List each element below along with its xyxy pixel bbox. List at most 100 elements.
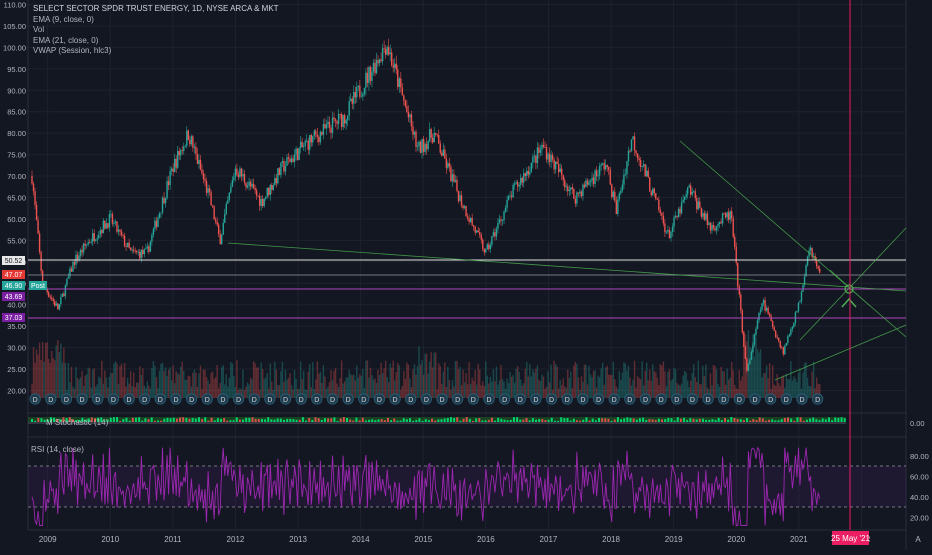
price-axis[interactable]: 110.00 105.00 100.00 95.00 90.00 85.00 80.00 75… xyxy=(3,1,26,396)
candle-body xyxy=(181,150,183,151)
dividend-marker-icon[interactable] xyxy=(780,393,792,405)
dividend-marker-icon[interactable] xyxy=(311,393,323,405)
dividend-marker-icon[interactable] xyxy=(796,393,808,405)
up-arrow-icon[interactable] xyxy=(841,297,857,308)
dividend-marker-icon[interactable] xyxy=(608,393,620,405)
dividend-marker-icon[interactable] xyxy=(420,393,432,405)
price-tick-label: 110.00 xyxy=(4,1,26,10)
dividend-marker-icon[interactable] xyxy=(545,393,558,405)
dividend-marker-icon[interactable] xyxy=(279,393,292,405)
dividend-marker-icon[interactable] xyxy=(201,393,213,405)
symbol-title[interactable]: SELECT SECTOR SPDR TRUST ENERGY, 1D, NYS… xyxy=(33,4,279,13)
dividend-marker-icon[interactable] xyxy=(326,393,339,405)
candle-body xyxy=(541,144,543,150)
dividend-marker-icon[interactable] xyxy=(405,393,417,405)
dividend-marker-icon[interactable] xyxy=(107,393,119,405)
dividend-marker-icon[interactable] xyxy=(186,393,198,405)
candle-body xyxy=(46,288,48,293)
dividend-marker-icon[interactable] xyxy=(389,393,401,405)
dividend-marker-icon[interactable] xyxy=(154,393,166,405)
dividend-marker-icon[interactable] xyxy=(358,393,370,405)
legend-ema9[interactable]: EMA (9, close, 0) xyxy=(33,14,94,24)
dividend-marker-icon[interactable] xyxy=(671,393,683,405)
price-candles[interactable] xyxy=(31,38,821,373)
trendline-long[interactable] xyxy=(227,242,907,292)
chart-legend[interactable]: SELECT SECTOR SPDR TRUST ENERGY, 1D, NYS… xyxy=(33,4,279,57)
volume-bar xyxy=(136,382,138,398)
volume-bar xyxy=(626,370,628,398)
dividend-marker-icon[interactable] xyxy=(718,393,730,405)
dividend-marker-icon[interactable] xyxy=(577,393,589,405)
dividend-marker-icon[interactable] xyxy=(812,393,824,405)
dividend-marker-icon[interactable] xyxy=(60,393,73,405)
stochastic-axis[interactable]: 0.00 xyxy=(910,419,925,428)
dividend-marker-icon[interactable] xyxy=(733,393,745,405)
rsi-axis[interactable]: 80.00 60.00 40.00 20.00 xyxy=(910,452,929,523)
trendline-ascending[interactable] xyxy=(774,324,907,381)
dividend-marker-icon[interactable] xyxy=(655,393,667,405)
dividend-marker-icon[interactable] xyxy=(264,393,276,405)
volume-bar xyxy=(806,377,809,398)
candle-body xyxy=(655,193,657,199)
dividend-marker-icon[interactable] xyxy=(592,393,605,405)
dividend-marker-icon[interactable] xyxy=(499,393,511,405)
dividend-marker-icon[interactable] xyxy=(436,393,448,405)
dividend-marker-icon[interactable] xyxy=(702,393,714,405)
candle-body xyxy=(302,146,305,148)
auto-scale-button[interactable]: A xyxy=(915,535,921,544)
dividend-marker-icon[interactable] xyxy=(749,393,761,405)
legend-ema21[interactable]: EMA (21, close, 0) xyxy=(33,35,99,45)
dividend-marker-icon[interactable] xyxy=(295,393,307,405)
stochastic-bar xyxy=(147,419,150,422)
stochastic-bar xyxy=(774,420,777,422)
candle-body xyxy=(255,190,258,196)
dividend-marker-icon[interactable] xyxy=(530,393,542,405)
dividend-marker-icon[interactable] xyxy=(561,393,573,405)
volume-bar xyxy=(242,369,244,398)
candle-body xyxy=(392,65,394,68)
dividend-marker-icon[interactable] xyxy=(232,393,245,405)
rsi-line[interactable] xyxy=(31,446,821,526)
dividend-marker-icon[interactable] xyxy=(248,393,260,405)
volume-bar xyxy=(75,367,77,398)
dividend-marker-icon[interactable] xyxy=(639,393,652,405)
dividend-marker-icon[interactable] xyxy=(76,393,88,405)
stochastic-bar xyxy=(223,418,226,422)
candle-body xyxy=(551,154,554,160)
candle-body xyxy=(58,304,61,310)
volume-bar xyxy=(618,371,621,398)
dividend-marker-icon[interactable] xyxy=(467,393,479,405)
dividend-marker-icon[interactable] xyxy=(483,393,495,405)
volume-bar xyxy=(609,375,611,398)
candle-body xyxy=(488,244,490,250)
stochastic-bar xyxy=(409,418,411,422)
dividend-marker-icon[interactable] xyxy=(45,393,57,405)
candle-body xyxy=(343,114,346,124)
dividend-marker-icon[interactable] xyxy=(373,393,386,405)
dividend-marker-icon[interactable] xyxy=(514,393,526,405)
dividend-marker-icon[interactable] xyxy=(217,393,229,405)
dividend-marker-icon[interactable] xyxy=(170,393,182,405)
intersection-marker[interactable] xyxy=(844,284,854,294)
stochastic-label[interactable]: M Stochastic (14) xyxy=(46,418,109,427)
dividend-marker-icon[interactable] xyxy=(92,393,104,405)
trendline-channel[interactable] xyxy=(799,227,907,341)
stochastic-bar xyxy=(717,417,720,422)
dividend-marker-icon[interactable] xyxy=(123,393,135,405)
legend-vol[interactable]: Vol xyxy=(33,25,45,34)
dividend-marker-icon[interactable] xyxy=(139,393,151,405)
volume-bar xyxy=(644,370,646,398)
dividend-marker-icon[interactable] xyxy=(765,393,777,405)
legend-vwap[interactable]: VWAP (Session, hlc3) xyxy=(33,46,112,55)
rsi-label[interactable]: RSI (14, close) xyxy=(31,445,84,454)
dividend-marker-icon[interactable] xyxy=(452,393,464,405)
volume-bar xyxy=(744,334,747,398)
dividend-marker-icon[interactable] xyxy=(342,393,354,405)
dividend-marker-icon[interactable] xyxy=(29,393,41,405)
candle-body xyxy=(249,181,252,187)
dividend-marker-icon[interactable] xyxy=(624,393,636,405)
dividend-marker-icon[interactable] xyxy=(686,393,699,405)
